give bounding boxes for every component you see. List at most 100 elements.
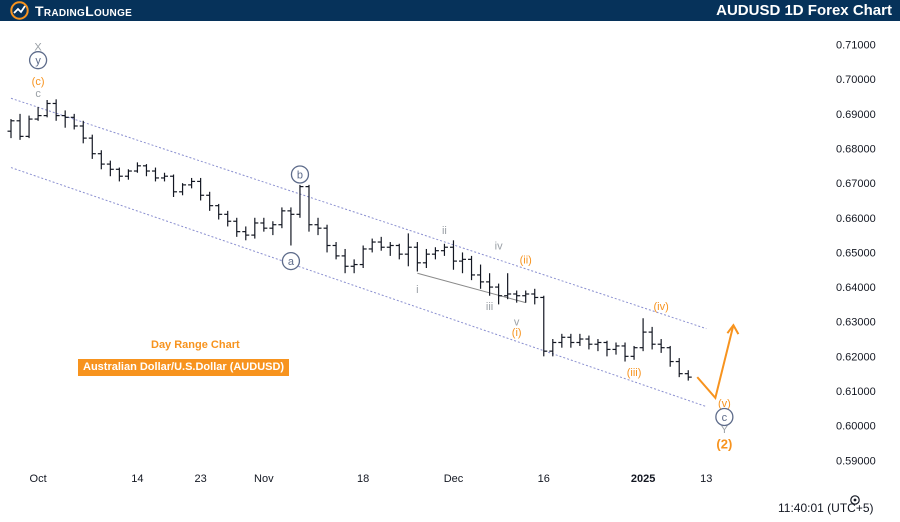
wave-text: (iii) (627, 367, 642, 379)
wave-text: v (514, 317, 520, 329)
ohlc-bar (603, 340, 611, 357)
ohlc-bar (459, 252, 466, 274)
ohlc-bar (440, 243, 448, 256)
ohlc-bar (513, 290, 521, 303)
wave-circle (715, 407, 734, 427)
y-axis: 0.71000 0.70000 0.69000 0.68000 0.67000 0.660… (836, 40, 876, 468)
ohlc-bar (197, 177, 205, 201)
wave-label: X (34, 41, 42, 53)
ohlc-bar (549, 339, 557, 357)
wave-label: ii (442, 225, 447, 237)
brand-logo-icon (10, 1, 29, 20)
gear-icon[interactable] (850, 495, 860, 505)
ohlc-bar (287, 207, 295, 246)
forecast-line (696, 324, 735, 401)
ohlc-bar (612, 342, 620, 355)
x-tick-label: Oct (30, 473, 47, 485)
wave-text: (ii) (520, 254, 532, 266)
wave-label: v (514, 317, 520, 329)
y-tick-label: 0.68000 (836, 144, 876, 156)
wave-text: c (722, 412, 728, 424)
ohlc-bar (431, 247, 439, 260)
ohlc-bar (88, 134, 96, 159)
ohlc-bar (115, 167, 123, 182)
ohlc-bar (621, 342, 629, 362)
ohlc-bar (170, 174, 178, 198)
y-tick-label: 0.64000 (836, 282, 876, 294)
ohlc-bar (97, 150, 105, 170)
wave-text: c (35, 88, 41, 100)
ohlc-bar (332, 242, 340, 260)
ohlc-bar (377, 236, 385, 251)
channel-line (10, 97, 707, 330)
ohlc-bar (504, 273, 512, 300)
ohlc-bar (630, 345, 638, 360)
ohlc-bar (70, 113, 78, 130)
x-tick-label: 23 (195, 473, 207, 485)
x-axis: Oct 14 23 Nov 18 Dec 16 2025 13 (30, 473, 713, 485)
header-bar: TradingLounge AUDUSD 1D Forex Chart (0, 0, 900, 21)
ohlc-bar (585, 335, 593, 350)
ohlc-bar (639, 318, 647, 352)
wave-label: (2) (716, 437, 732, 452)
ohlc-bar (657, 339, 665, 353)
wave-label: i (416, 284, 418, 296)
wave-labels: Xy(c)cbaiiiviiiiv(i)(ii)(iii)(iv)(v)cY(2… (28, 41, 734, 452)
ohlc-bar (305, 184, 313, 232)
ohlc-bar (242, 226, 250, 241)
instrument-badge: Australian Dollar/U.S.Dollar (AUDUSD) (78, 359, 290, 376)
ohlc-bar (124, 169, 132, 180)
y-tick-label: 0.59000 (836, 455, 876, 467)
y-tick-label: 0.69000 (836, 109, 876, 121)
wave-label: (i) (512, 327, 522, 339)
x-tick-label: 16 (538, 473, 550, 485)
ohlc-bar (558, 333, 566, 348)
ohlc-bar (43, 100, 51, 118)
wave-label: (iv) (654, 301, 669, 313)
ohlc-bar (251, 217, 259, 239)
clock-readout: 11:40:01 (UTC+5) (778, 501, 874, 515)
ohlc-bar (206, 191, 214, 211)
ohlc-bar (314, 217, 322, 236)
ohlc-bar (79, 120, 87, 144)
ohlc-bar (278, 207, 286, 229)
wave-text: Y (721, 424, 729, 436)
wave-text: b (297, 169, 303, 181)
y-tick-label: 0.70000 (836, 74, 876, 86)
ohlc-bar (486, 273, 494, 296)
ohlc-bar (359, 245, 367, 269)
wave-label: (v) (718, 398, 731, 410)
forecast-path (696, 323, 740, 401)
ohlc-bar (350, 259, 358, 274)
ohlc-bar (161, 172, 169, 182)
price-chart[interactable]: 0.71000 0.70000 0.69000 0.68000 0.67000 0.660… (0, 21, 900, 522)
wave-label: Y (721, 424, 729, 436)
wave-text: (2) (716, 437, 732, 452)
ohlc-bar (188, 177, 196, 189)
chart-subtitle: Day Range Chart (151, 339, 240, 351)
x-tick-label: 2025 (631, 473, 655, 485)
ohlc-bar (16, 113, 24, 140)
channel-line (10, 167, 707, 408)
ohlc-bar (531, 288, 539, 305)
ohlc-bar (341, 248, 349, 274)
brand-name: TradingLounge (35, 2, 133, 19)
wave-circle (290, 165, 310, 184)
x-tick-label: 14 (131, 473, 143, 485)
ohlc-bar (7, 119, 15, 139)
ohlc-bar (675, 358, 683, 378)
wave-circle (281, 251, 301, 271)
brand: TradingLounge (10, 1, 132, 20)
ohlc-bar (395, 243, 403, 260)
x-tick-label: Dec (444, 473, 464, 485)
wave-text: i (416, 284, 418, 296)
ohlc-bar (468, 255, 476, 281)
ohlc-bar (106, 160, 114, 177)
wave-text: (i) (512, 327, 522, 339)
wave-circle (28, 51, 48, 70)
ohlc-bar (404, 233, 412, 267)
wave-text: ii (442, 225, 447, 237)
wave-label: b (290, 165, 310, 184)
y-tick-label: 0.71000 (836, 40, 876, 52)
wave-label: a (281, 251, 301, 271)
